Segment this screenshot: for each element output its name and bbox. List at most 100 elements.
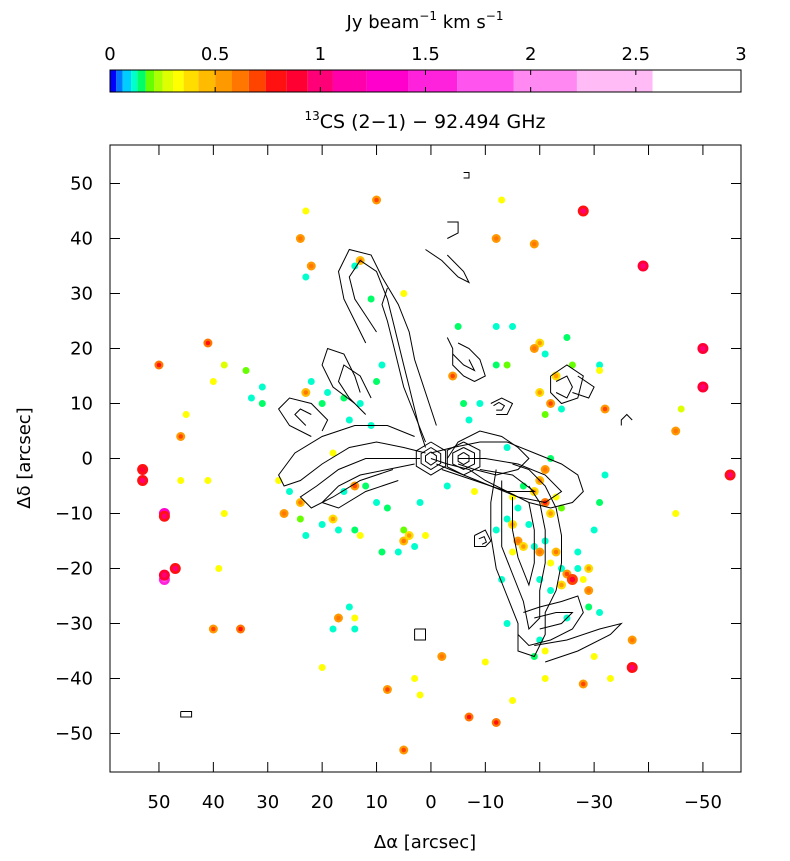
colorbar-tick-labels: 0 0.5 1 1.5 2 2.5 3 (104, 44, 746, 65)
emission-blob (492, 361, 500, 369)
y-axis-label: Δδ [arcsec] (14, 407, 35, 508)
colorbar-label: Jy beam−1 km s−1 (346, 9, 504, 33)
emission-blob (574, 548, 582, 556)
emission-blob (302, 207, 310, 215)
emission-peak (298, 236, 303, 241)
contour-overlay (180, 172, 633, 718)
emission-peak (586, 588, 591, 593)
emission-blob (242, 367, 250, 374)
emission-blob (574, 565, 582, 572)
colorbar-step-1 (116, 70, 123, 92)
contour-central-bridge (446, 430, 530, 476)
emission-blob (509, 323, 517, 330)
emission-blob (307, 378, 315, 385)
colorbar-step-22 (576, 70, 653, 92)
contour-sw-small-ring-inner (478, 535, 488, 545)
emission-blob (351, 625, 359, 633)
emission-blob (286, 488, 294, 495)
emission-peak (537, 390, 542, 395)
contour-north-small-loop (447, 221, 459, 239)
contour-east-edge-loop (572, 375, 595, 399)
contour-west-lobe (277, 397, 329, 437)
emission-blob (557, 504, 565, 512)
emission-peak (548, 511, 553, 516)
x-axis-ticks (158, 145, 704, 772)
emission-blob (324, 389, 332, 396)
colorbar-tick-label: 2 (525, 44, 536, 65)
emission-blob (606, 675, 614, 682)
colorbar-step-16 (307, 70, 333, 92)
emission-peak (564, 571, 570, 577)
emission-blob (503, 444, 511, 451)
emission-blob (318, 521, 326, 528)
emission-peak (493, 236, 499, 241)
contour-east-blob-8-ring (493, 401, 506, 411)
emission-blob (541, 647, 549, 655)
colorbar-label-sup1: −1 (419, 9, 437, 23)
emission-peak (673, 428, 678, 434)
emission-peak (303, 390, 309, 395)
x-tick-label: −10 (466, 792, 504, 813)
emission-blob (547, 559, 555, 567)
colorbar-tick-label: 0 (104, 44, 115, 65)
emission-peak (537, 549, 542, 555)
emission-blob (209, 378, 217, 385)
emission-peak (515, 538, 521, 544)
x-tick-label: −50 (684, 792, 722, 813)
emission-peak (493, 720, 499, 725)
x-tick-label: 10 (365, 792, 388, 813)
contour-core-ring-3 (415, 441, 447, 476)
emission-blob (585, 603, 593, 611)
emission-peak (580, 208, 586, 214)
emission-blob (378, 361, 386, 369)
y-tick-label: −30 (55, 614, 93, 635)
emission-blob (579, 576, 587, 583)
contour-western-arm-outer (430, 441, 584, 509)
emission-peak (700, 384, 706, 390)
contour-western-arm-inner (441, 469, 536, 492)
y-tick-label: 40 (70, 229, 93, 250)
emission-blob (416, 499, 424, 506)
colorbar-step-2 (122, 70, 132, 92)
emission-peak (298, 500, 303, 505)
emission-map (137, 195, 736, 755)
emission-peak (330, 516, 336, 522)
emission-blob (383, 504, 391, 512)
emission-blob (258, 383, 266, 391)
emission-blob (525, 521, 533, 528)
contour-east-blob-8 (490, 397, 514, 415)
emission-blob (329, 449, 337, 457)
emission-blob (503, 515, 511, 523)
emission-peak (238, 626, 243, 632)
x-tick-label: 0 (425, 792, 436, 813)
contour-far-sw-arc (534, 622, 623, 663)
contour-isolated-loop-sw (180, 711, 193, 718)
colorbar-step-12 (231, 70, 249, 92)
emission-blob (362, 482, 370, 490)
emission-blob (318, 400, 326, 407)
y-tick-label: −20 (55, 559, 93, 580)
emission-blob (329, 625, 337, 633)
colorbar-step-15 (286, 70, 308, 92)
colorbar-step-13 (248, 70, 266, 92)
colorbar-gradient (110, 70, 741, 92)
contour-isolated-loop-north (463, 172, 470, 179)
contour-southern-streamer-mid (501, 480, 546, 631)
emission-peak (211, 626, 216, 632)
emission-blob (476, 400, 484, 407)
emission-peak (156, 362, 162, 368)
x-axis-label: Δα [arcsec] (374, 832, 476, 853)
emission-peak (553, 549, 559, 555)
emission-blob (590, 526, 598, 534)
emission-blob (400, 290, 408, 297)
emission-blob (541, 411, 549, 418)
emission-peak (586, 566, 591, 571)
y-axis-ticks (110, 183, 741, 734)
emission-blob (302, 273, 310, 281)
emission-blob (563, 334, 571, 341)
colorbar-step-18 (366, 70, 409, 92)
x-axis-label-symbol: Δα (374, 832, 398, 853)
emission-peak (640, 263, 646, 269)
contour-core-ring-2 (425, 451, 437, 466)
